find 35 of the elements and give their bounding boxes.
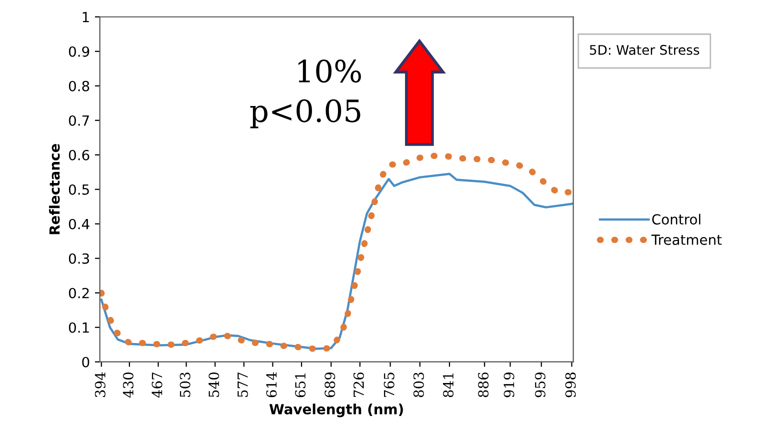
y-tick-label: 0.2 [68, 288, 89, 298]
y-tick-label: 0.4 [68, 218, 90, 230]
annotation: 10% [298, 60, 361, 83]
x-tick-label: 540 [208, 372, 220, 397]
x-tick-label: 467 [152, 372, 162, 398]
y-tick-label: 0.1 [68, 322, 89, 333]
text: 5D: Water Stress [590, 44, 700, 55]
y-tick-label: 0.7 [68, 115, 89, 126]
x-tick-label: 614 [266, 372, 277, 398]
x-tick-label: 651 [295, 374, 306, 398]
x-tick-label: 886 [478, 372, 489, 398]
y-tick-label: 0 [82, 356, 90, 368]
x-tick-label: 803 [413, 372, 424, 398]
x-tick-label: 503 [180, 372, 190, 397]
y-tick-label: 0.9 [68, 46, 90, 57]
legend-label: Treatment [651, 234, 722, 245]
x-axis-title: Wavelength (nm) [269, 404, 403, 418]
y-tick-label: 1 [82, 12, 89, 22]
y-tick-label: 0.8 [68, 80, 90, 92]
x-tick-label: 394 [94, 372, 106, 398]
x-tick-label: 841 [443, 374, 454, 398]
x-tick-label: 689 [324, 372, 336, 398]
y-tick-label: 0.5 [68, 184, 89, 195]
x-tick-label: 765 [384, 372, 394, 397]
x-tick-label: 577 [238, 372, 248, 397]
y-tick-label: 0.6 [68, 150, 90, 160]
x-tick-label: 726 [353, 372, 364, 397]
x-tick-label: 998 [565, 372, 576, 398]
y-tick-label: 0.3 [68, 253, 90, 264]
legend-label: Control [652, 214, 700, 225]
y-axis-title: Reflectance [49, 144, 60, 234]
annotation: p<0.05 [250, 99, 360, 128]
x-tick-label: 919 [504, 372, 514, 398]
x-tick-label: 959 [534, 372, 546, 398]
x-tick-label: 430 [122, 372, 134, 398]
